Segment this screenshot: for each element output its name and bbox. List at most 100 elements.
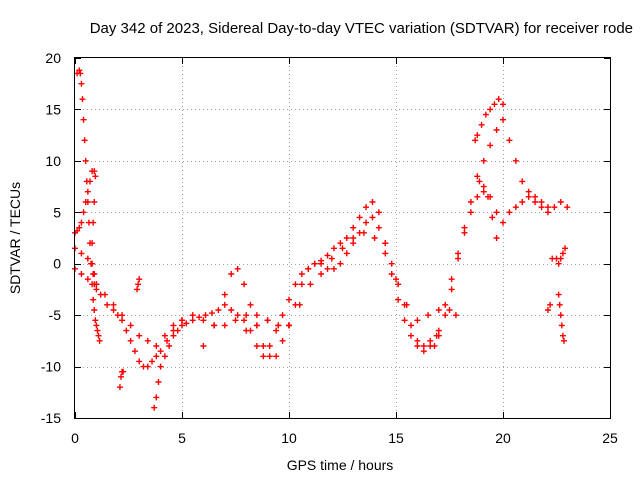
- data-point: [215, 307, 222, 313]
- data-point: [82, 199, 89, 205]
- data-point: [544, 307, 551, 313]
- data-point: [153, 343, 160, 349]
- x-axis-label: GPS time / hours: [287, 457, 394, 473]
- data-point: [279, 312, 286, 319]
- series-s6: [200, 214, 434, 360]
- data-point: [485, 193, 492, 200]
- data-point: [467, 199, 474, 205]
- data-point: [79, 96, 86, 103]
- data-point: [298, 281, 305, 288]
- data-point: [350, 240, 357, 247]
- data-point: [95, 332, 102, 339]
- data-point: [161, 332, 168, 339]
- data-point: [149, 358, 156, 365]
- data-point: [564, 204, 571, 211]
- data-point: [127, 322, 134, 329]
- y-tick-label: -5: [49, 307, 62, 323]
- y-axis-label: SDTVAR / TECUs: [7, 182, 23, 294]
- data-point: [480, 183, 487, 190]
- data-point: [435, 307, 442, 313]
- data-point: [91, 168, 98, 175]
- data-point: [228, 307, 235, 313]
- data-point: [480, 188, 487, 195]
- data-point: [273, 353, 280, 360]
- data-point: [221, 301, 228, 308]
- data-point: [131, 348, 138, 355]
- data-point: [80, 116, 87, 123]
- x-tick-label: 25: [602, 430, 618, 446]
- data-point: [119, 312, 126, 319]
- data-point: [414, 317, 421, 324]
- data-point: [560, 337, 567, 344]
- data-point: [324, 265, 331, 272]
- data-point: [435, 327, 442, 334]
- data-point: [253, 312, 260, 319]
- data-point: [442, 301, 449, 308]
- data-point: [330, 245, 337, 252]
- data-point: [455, 255, 462, 262]
- data-point: [425, 312, 432, 319]
- data-point: [519, 178, 526, 185]
- data-point: [76, 67, 83, 74]
- data-point: [298, 271, 305, 277]
- data-point: [161, 353, 168, 360]
- data-point: [221, 291, 228, 298]
- data-point: [375, 224, 382, 231]
- data-point: [305, 265, 312, 272]
- grid: [75, 58, 610, 418]
- data-point: [557, 312, 564, 319]
- data-point: [452, 312, 459, 319]
- data-point: [551, 204, 558, 211]
- data-point: [388, 260, 395, 267]
- data-point: [247, 301, 254, 308]
- data-point: [474, 173, 481, 180]
- data-point: [110, 301, 117, 308]
- data-point: [414, 343, 421, 349]
- data-point: [253, 343, 260, 349]
- data-point: [442, 312, 449, 319]
- data-point: [493, 127, 500, 133]
- data-point: [467, 209, 474, 216]
- data-point: [157, 348, 164, 355]
- data-point: [555, 260, 562, 267]
- data-point: [559, 332, 566, 339]
- x-tick-label: 5: [178, 430, 186, 446]
- data-point: [525, 188, 532, 195]
- data-point: [78, 271, 85, 277]
- data-point: [363, 219, 370, 226]
- y-tick-label: 15: [45, 101, 61, 117]
- data-point: [544, 209, 551, 216]
- data-point: [296, 301, 303, 308]
- data-point: [84, 188, 91, 195]
- data-point: [78, 80, 85, 87]
- chart-title: Day 342 of 2023, Sidereal Day-to-day VTE…: [90, 20, 633, 37]
- data-point: [81, 137, 88, 144]
- data-point: [144, 363, 151, 370]
- data-points: [72, 67, 571, 411]
- data-point: [489, 214, 496, 221]
- data-point: [393, 276, 399, 283]
- data-point: [482, 111, 489, 118]
- plot-frame: [74, 57, 611, 419]
- data-point: [153, 394, 160, 401]
- data-point: [461, 224, 468, 231]
- data-point: [135, 281, 142, 288]
- data-point: [89, 240, 96, 247]
- data-point: [474, 193, 481, 200]
- data-point: [78, 250, 85, 257]
- data-point: [401, 317, 408, 324]
- data-point: [500, 219, 506, 226]
- data-point: [170, 322, 177, 329]
- data-point: [253, 322, 260, 329]
- data-point: [427, 337, 434, 344]
- y-tick-label: 0: [53, 256, 61, 272]
- data-point: [382, 250, 389, 257]
- data-point: [500, 116, 506, 123]
- data-point: [157, 363, 164, 370]
- data-point: [93, 281, 100, 288]
- y-tick-label: -15: [41, 410, 61, 426]
- data-point: [382, 240, 389, 247]
- data-point: [96, 337, 103, 344]
- data-point: [91, 271, 98, 277]
- data-point: [356, 214, 363, 221]
